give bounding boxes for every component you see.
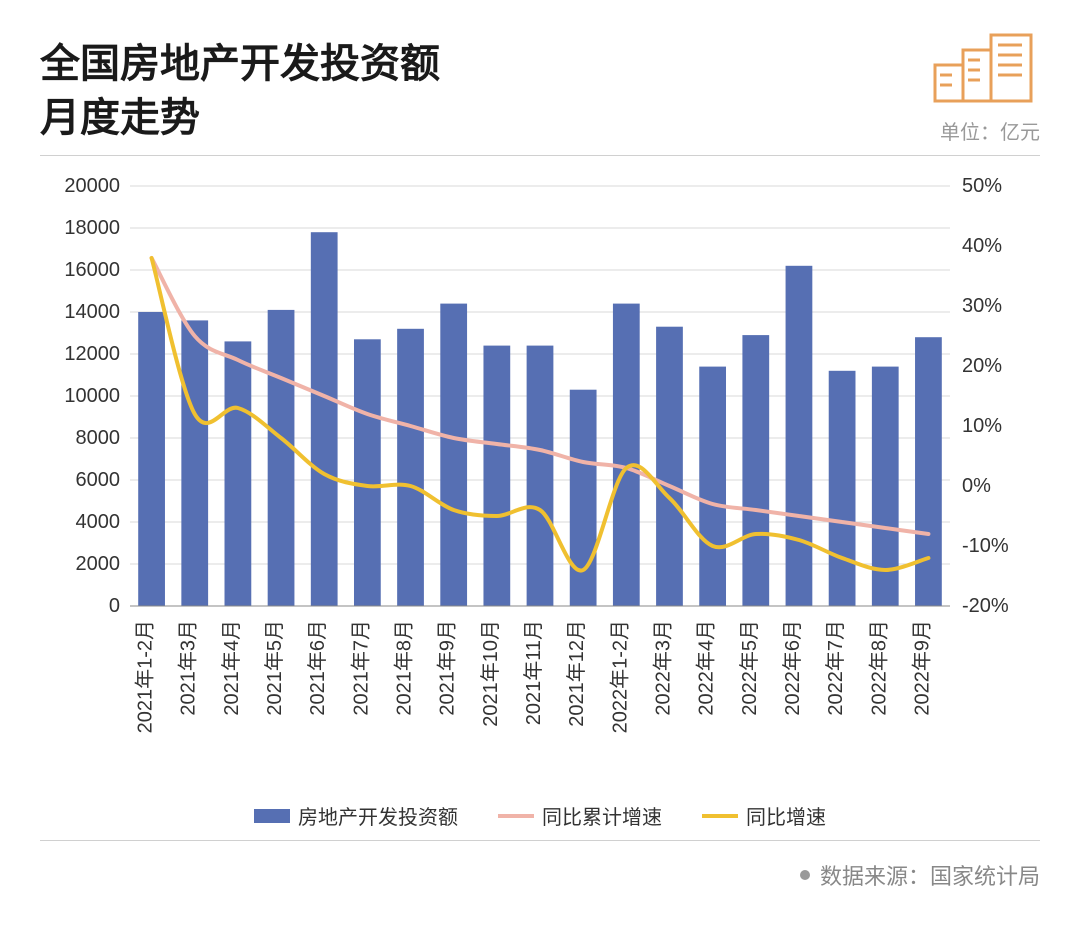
svg-text:30%: 30%: [962, 295, 1002, 317]
svg-text:2022年5月: 2022年5月: [738, 620, 761, 716]
svg-text:2021年12月: 2021年12月: [565, 620, 588, 727]
divider-bottom: [40, 840, 1040, 841]
source-dot-icon: [800, 870, 810, 880]
legend: 房地产开发投资额 同比累计增速 同比增速: [40, 801, 1040, 830]
legend-bar-label: 房地产开发投资额: [298, 801, 458, 830]
source-label: 数据来源：: [820, 859, 930, 891]
svg-text:10%: 10%: [962, 415, 1002, 437]
legend-line1-label: 同比累计增速: [542, 801, 662, 830]
svg-text:2021年1-2月: 2021年1-2月: [134, 620, 157, 733]
source-value: 国家统计局: [930, 859, 1040, 891]
svg-text:0%: 0%: [962, 475, 991, 497]
legend-item-bar: 房地产开发投资额: [254, 801, 458, 830]
svg-text:50%: 50%: [962, 176, 1002, 197]
legend-item-line2: 同比增速: [702, 801, 826, 830]
header: 全国房地产开发投资额 月度走势: [40, 30, 1040, 145]
svg-text:2021年6月: 2021年6月: [306, 620, 329, 716]
svg-text:2021年5月: 2021年5月: [263, 620, 286, 716]
svg-text:-20%: -20%: [962, 595, 1009, 617]
legend-swatch-line2: [702, 814, 738, 818]
unit-label: 单位：亿元: [930, 116, 1040, 145]
svg-text:8000: 8000: [76, 427, 121, 449]
svg-text:2022年6月: 2022年6月: [781, 620, 804, 716]
chart-area: 0 2000 4000 6000 8000 10000 12000 14000 16000 180…: [40, 176, 1040, 786]
svg-text:20%: 20%: [962, 355, 1002, 377]
svg-text:18000: 18000: [64, 217, 120, 239]
svg-text:2021年10月: 2021年10月: [479, 620, 502, 727]
title-line2: 月度走势: [40, 91, 440, 145]
svg-text:6000: 6000: [76, 469, 121, 491]
svg-text:2022年7月: 2022年7月: [824, 620, 847, 716]
svg-text:2022年3月: 2022年3月: [651, 620, 674, 716]
svg-text:2021年3月: 2021年3月: [177, 620, 200, 716]
svg-text:2022年4月: 2022年4月: [695, 620, 718, 716]
title-line1: 全国房地产开发投资额: [40, 37, 440, 91]
icon-block: 单位：亿元: [930, 30, 1040, 145]
svg-text:4000: 4000: [76, 511, 121, 533]
svg-text:2021年9月: 2021年9月: [436, 620, 459, 716]
svg-text:2022年1-2月: 2022年1-2月: [608, 620, 631, 733]
svg-text:2022年8月: 2022年8月: [867, 620, 890, 716]
svg-text:20000: 20000: [64, 176, 120, 197]
divider-top: [40, 155, 1040, 156]
svg-text:16000: 16000: [64, 259, 120, 281]
svg-text:10000: 10000: [64, 385, 120, 407]
svg-text:40%: 40%: [962, 235, 1002, 257]
svg-text:2000: 2000: [76, 553, 121, 575]
title-block: 全国房地产开发投资额 月度走势: [40, 37, 440, 145]
buildings-icon: [930, 30, 1040, 105]
svg-text:2021年11月: 2021年11月: [522, 620, 545, 725]
legend-item-line1: 同比累计增速: [498, 801, 662, 830]
svg-text:2022年9月: 2022年9月: [910, 620, 933, 716]
svg-text:12000: 12000: [64, 343, 120, 365]
svg-text:-10%: -10%: [962, 535, 1009, 557]
svg-text:2021年4月: 2021年4月: [220, 620, 243, 716]
svg-text:2021年7月: 2021年7月: [349, 620, 372, 716]
chart-svg: 0 2000 4000 6000 8000 10000 12000 14000 16000 180…: [40, 176, 1040, 786]
svg-text:2021年8月: 2021年8月: [393, 620, 416, 716]
legend-line2-label: 同比增速: [746, 801, 826, 830]
svg-text:14000: 14000: [64, 301, 120, 323]
legend-swatch-bar: [254, 809, 290, 823]
source-row: 数据来源： 国家统计局: [40, 859, 1040, 891]
legend-swatch-line1: [498, 814, 534, 818]
svg-text:0: 0: [109, 595, 120, 617]
